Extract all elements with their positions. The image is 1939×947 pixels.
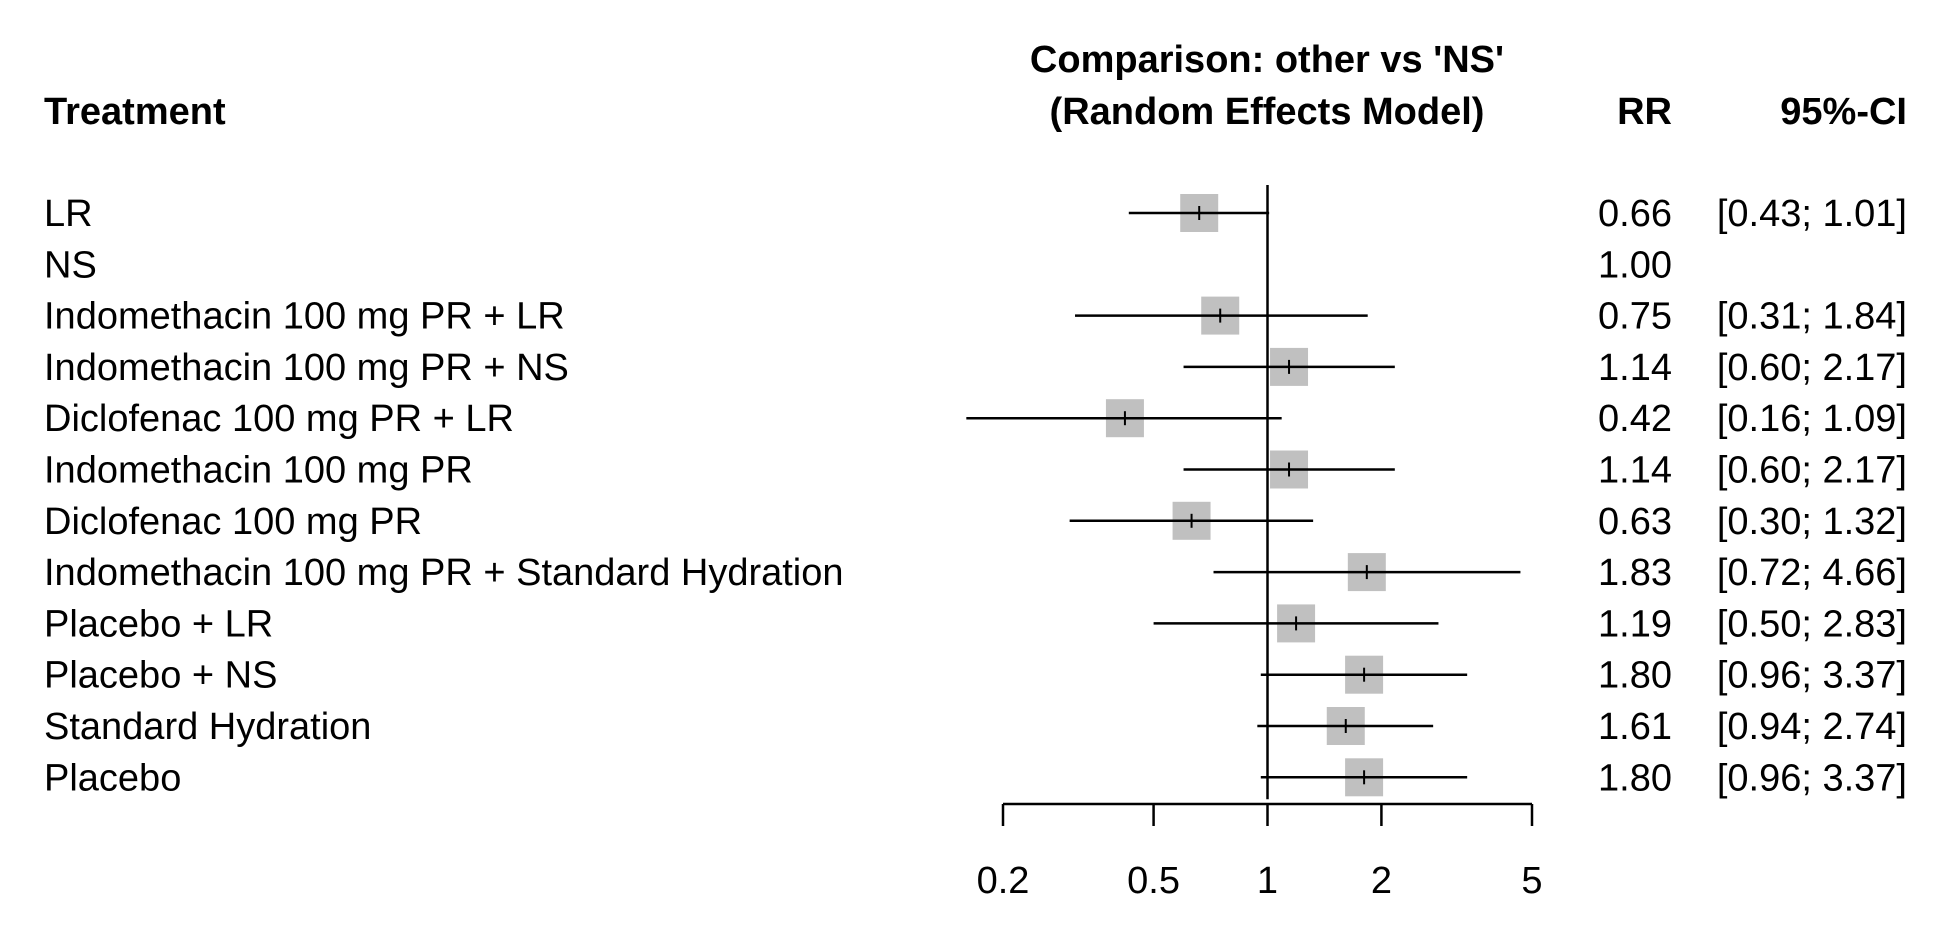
ci-value: [0.30; 1.32] bbox=[1717, 501, 1907, 543]
ci-value: [0.94; 2.74] bbox=[1717, 706, 1907, 748]
treatment-label: Diclofenac 100 mg PR + LR bbox=[44, 398, 514, 440]
forest-row: Placebo + NS 1.80 [0.96; 3.37] bbox=[44, 655, 1907, 697]
treatment-label: Indomethacin 100 mg PR + NS bbox=[44, 347, 569, 389]
rr-value: 0.66 bbox=[1598, 193, 1672, 235]
rr-value: 1.80 bbox=[1598, 757, 1672, 799]
rr-column-header: RR bbox=[1617, 91, 1672, 133]
ci-column-header: 95%-CI bbox=[1780, 91, 1907, 133]
forest-row: Indomethacin 100 mg PR 1.14 [0.60; 2.17] bbox=[44, 450, 1907, 492]
rr-value: 1.14 bbox=[1598, 450, 1672, 492]
forest-row: Standard Hydration 1.61 [0.94; 2.74] bbox=[44, 706, 1907, 748]
treatment-label: NS bbox=[44, 244, 97, 286]
rr-value: 0.63 bbox=[1598, 501, 1672, 543]
chart-title-line1: Comparison: other vs 'NS' bbox=[1030, 39, 1504, 81]
forest-row: NS 1.00 bbox=[44, 244, 1672, 286]
forest-row: Diclofenac 100 mg PR + LR 0.42 [0.16; 1.09… bbox=[44, 398, 1907, 440]
ci-value: [0.16; 1.09] bbox=[1717, 398, 1907, 440]
forest-row: Placebo + LR 1.19 [0.50; 2.83] bbox=[44, 603, 1907, 645]
rr-value: 1.19 bbox=[1598, 603, 1672, 645]
forest-row: Indomethacin 100 mg PR + Standard Hydrat… bbox=[44, 552, 1907, 594]
rr-value: 0.42 bbox=[1598, 398, 1672, 440]
rows-layer: LR 0.66 [0.43; 1.01] NS 1.00 Indomethacin 100… bbox=[44, 185, 1907, 800]
x-axis: 0.2 0.5 1 2 5 bbox=[977, 802, 1543, 902]
ci-value: [0.96; 3.37] bbox=[1717, 655, 1907, 697]
ci-value: [0.50; 2.83] bbox=[1717, 603, 1907, 645]
rr-value: 1.80 bbox=[1598, 655, 1672, 697]
rr-value: 1.00 bbox=[1598, 244, 1672, 286]
treatment-column-header: Treatment bbox=[44, 91, 226, 133]
treatment-label: Indomethacin 100 mg PR + Standard Hydrat… bbox=[44, 552, 844, 594]
treatment-label: Placebo bbox=[44, 757, 181, 799]
x-tick-label: 2 bbox=[1371, 860, 1392, 902]
treatment-label: Indomethacin 100 mg PR + LR bbox=[44, 296, 565, 338]
ci-value: [0.43; 1.01] bbox=[1717, 193, 1907, 235]
treatment-label: LR bbox=[44, 193, 93, 235]
ci-value: [0.96; 3.37] bbox=[1717, 757, 1907, 799]
rr-value: 1.61 bbox=[1598, 706, 1672, 748]
x-tick-label: 0.2 bbox=[977, 860, 1030, 902]
treatment-label: Diclofenac 100 mg PR bbox=[44, 501, 422, 543]
ci-value: [0.72; 4.66] bbox=[1717, 552, 1907, 594]
forest-row: LR 0.66 [0.43; 1.01] bbox=[44, 193, 1907, 235]
forest-row: Indomethacin 100 mg PR + NS 1.14 [0.60; 2.… bbox=[44, 347, 1907, 389]
ci-value: [0.60; 2.17] bbox=[1717, 450, 1907, 492]
x-tick-label: 1 bbox=[1257, 860, 1278, 902]
x-tick-label: 5 bbox=[1521, 860, 1542, 902]
forest-row: Indomethacin 100 mg PR + LR 0.75 [0.31; 1.… bbox=[44, 296, 1907, 338]
rr-value: 1.83 bbox=[1598, 552, 1672, 594]
ci-value: [0.60; 2.17] bbox=[1717, 347, 1907, 389]
treatment-label: Placebo + LR bbox=[44, 603, 273, 645]
rr-value: 1.14 bbox=[1598, 347, 1672, 389]
treatment-label: Placebo + NS bbox=[44, 655, 277, 697]
treatment-label: Indomethacin 100 mg PR bbox=[44, 450, 473, 492]
treatment-label: Standard Hydration bbox=[44, 706, 371, 748]
forest-row: Placebo 1.80 [0.96; 3.37] bbox=[44, 757, 1907, 799]
rr-value: 0.75 bbox=[1598, 296, 1672, 338]
chart-title-line2: (Random Effects Model) bbox=[1050, 91, 1485, 133]
x-tick-label: 0.5 bbox=[1127, 860, 1180, 902]
forest-row: Diclofenac 100 mg PR 0.63 [0.30; 1.32] bbox=[44, 501, 1907, 543]
ci-value: [0.31; 1.84] bbox=[1717, 296, 1907, 338]
